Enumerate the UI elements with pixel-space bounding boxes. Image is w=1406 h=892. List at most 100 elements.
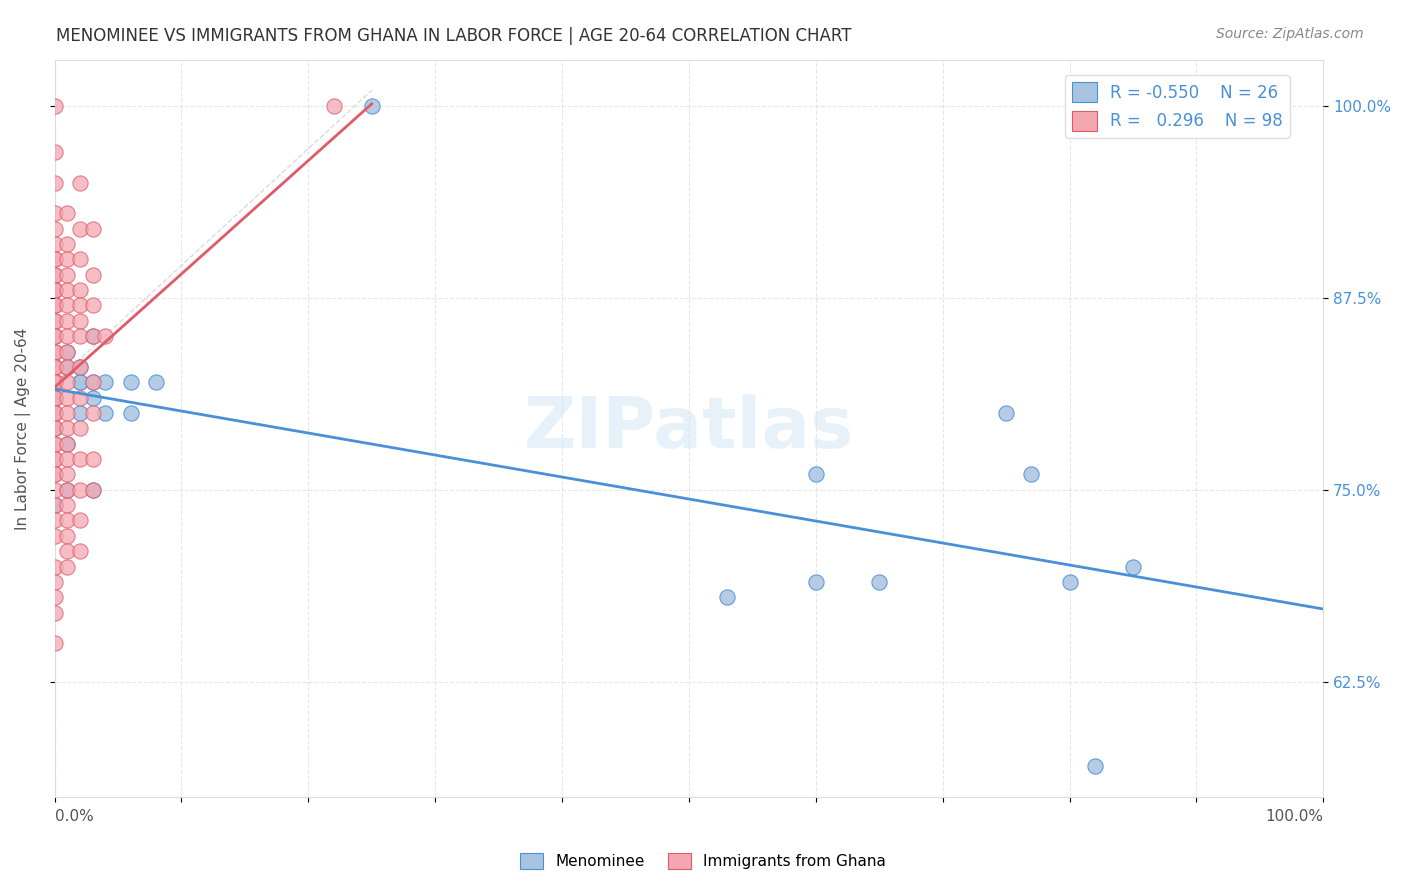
Point xyxy=(44,344,66,359)
Point xyxy=(44,376,66,390)
Point xyxy=(44,529,66,543)
Point xyxy=(56,483,79,497)
Point xyxy=(56,498,79,512)
Point xyxy=(56,406,79,420)
Point xyxy=(56,529,79,543)
Point xyxy=(868,574,890,589)
Point xyxy=(804,467,827,482)
Point xyxy=(322,98,344,112)
Point xyxy=(69,452,91,467)
Point xyxy=(82,329,104,343)
Point xyxy=(44,283,66,297)
Point xyxy=(44,268,66,282)
Point xyxy=(44,359,66,374)
Point xyxy=(69,252,91,267)
Point xyxy=(69,391,91,405)
Text: ZIPatlas: ZIPatlas xyxy=(524,393,853,463)
Point xyxy=(69,329,91,343)
Point xyxy=(44,436,66,450)
Point xyxy=(44,483,66,497)
Point xyxy=(44,221,66,235)
Point xyxy=(1084,759,1107,773)
Point xyxy=(56,559,79,574)
Point xyxy=(82,329,104,343)
Point xyxy=(44,359,66,374)
Point xyxy=(44,252,66,267)
Point xyxy=(56,206,79,220)
Point xyxy=(82,268,104,282)
Point xyxy=(44,406,66,420)
Point xyxy=(56,421,79,435)
Point xyxy=(94,329,117,343)
Point xyxy=(44,329,66,343)
Point xyxy=(44,359,66,374)
Point xyxy=(82,483,104,497)
Point xyxy=(44,206,66,220)
Point xyxy=(44,98,66,112)
Point xyxy=(44,421,66,435)
Point xyxy=(44,606,66,620)
Point xyxy=(82,452,104,467)
Point xyxy=(120,376,142,390)
Point xyxy=(44,252,66,267)
Text: 100.0%: 100.0% xyxy=(1265,809,1323,824)
Point xyxy=(44,298,66,312)
Point xyxy=(69,298,91,312)
Point xyxy=(120,406,142,420)
Point xyxy=(44,268,66,282)
Point xyxy=(44,283,66,297)
Point xyxy=(69,359,91,374)
Point xyxy=(44,636,66,650)
Point xyxy=(44,452,66,467)
Legend: R = -0.550    N = 26, R =   0.296    N = 98: R = -0.550 N = 26, R = 0.296 N = 98 xyxy=(1066,75,1289,137)
Point xyxy=(44,145,66,159)
Point xyxy=(56,544,79,558)
Point xyxy=(360,98,382,112)
Point xyxy=(56,268,79,282)
Point xyxy=(44,376,66,390)
Point xyxy=(44,298,66,312)
Point xyxy=(56,252,79,267)
Point xyxy=(69,544,91,558)
Point xyxy=(44,344,66,359)
Point xyxy=(44,591,66,605)
Point xyxy=(56,283,79,297)
Point xyxy=(44,298,66,312)
Point xyxy=(56,483,79,497)
Point xyxy=(56,344,79,359)
Point xyxy=(44,574,66,589)
Point xyxy=(1122,559,1144,574)
Point xyxy=(94,406,117,420)
Y-axis label: In Labor Force | Age 20-64: In Labor Force | Age 20-64 xyxy=(15,327,31,530)
Point xyxy=(44,406,66,420)
Point xyxy=(44,329,66,343)
Text: MENOMINEE VS IMMIGRANTS FROM GHANA IN LABOR FORCE | AGE 20-64 CORRELATION CHART: MENOMINEE VS IMMIGRANTS FROM GHANA IN LA… xyxy=(56,27,852,45)
Point xyxy=(69,176,91,190)
Point xyxy=(69,359,91,374)
Legend: Menominee, Immigrants from Ghana: Menominee, Immigrants from Ghana xyxy=(515,847,891,875)
Point xyxy=(94,376,117,390)
Point xyxy=(69,376,91,390)
Text: 0.0%: 0.0% xyxy=(55,809,93,824)
Point xyxy=(82,483,104,497)
Point xyxy=(44,498,66,512)
Point xyxy=(56,329,79,343)
Point xyxy=(56,467,79,482)
Point xyxy=(716,591,738,605)
Point xyxy=(56,376,79,390)
Point xyxy=(804,574,827,589)
Point xyxy=(1059,574,1081,589)
Point xyxy=(56,359,79,374)
Point xyxy=(82,221,104,235)
Point xyxy=(1021,467,1043,482)
Point xyxy=(82,376,104,390)
Point xyxy=(56,452,79,467)
Point xyxy=(44,376,66,390)
Point xyxy=(56,236,79,251)
Point xyxy=(69,483,91,497)
Point xyxy=(56,391,79,405)
Point xyxy=(56,514,79,528)
Point xyxy=(69,283,91,297)
Point xyxy=(44,391,66,405)
Point xyxy=(56,344,79,359)
